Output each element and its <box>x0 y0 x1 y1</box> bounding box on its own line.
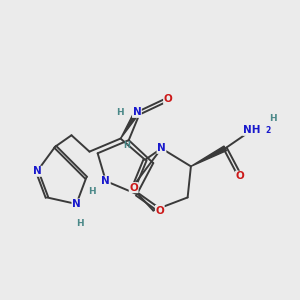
Text: H: H <box>116 108 124 117</box>
Text: O: O <box>129 183 138 193</box>
Text: N: N <box>101 176 110 186</box>
Text: N: N <box>133 107 141 117</box>
Text: H: H <box>76 219 83 228</box>
Text: H: H <box>123 141 130 150</box>
Text: H: H <box>269 114 277 123</box>
Text: O: O <box>236 171 244 181</box>
Text: N: N <box>157 143 166 153</box>
Text: NH: NH <box>243 125 260 135</box>
Text: 2: 2 <box>265 126 270 135</box>
Text: N: N <box>33 166 41 176</box>
Polygon shape <box>121 111 139 139</box>
Text: N: N <box>72 199 81 209</box>
Polygon shape <box>191 146 226 166</box>
Text: H: H <box>88 187 96 196</box>
Text: O: O <box>164 94 172 104</box>
Text: O: O <box>155 206 164 215</box>
